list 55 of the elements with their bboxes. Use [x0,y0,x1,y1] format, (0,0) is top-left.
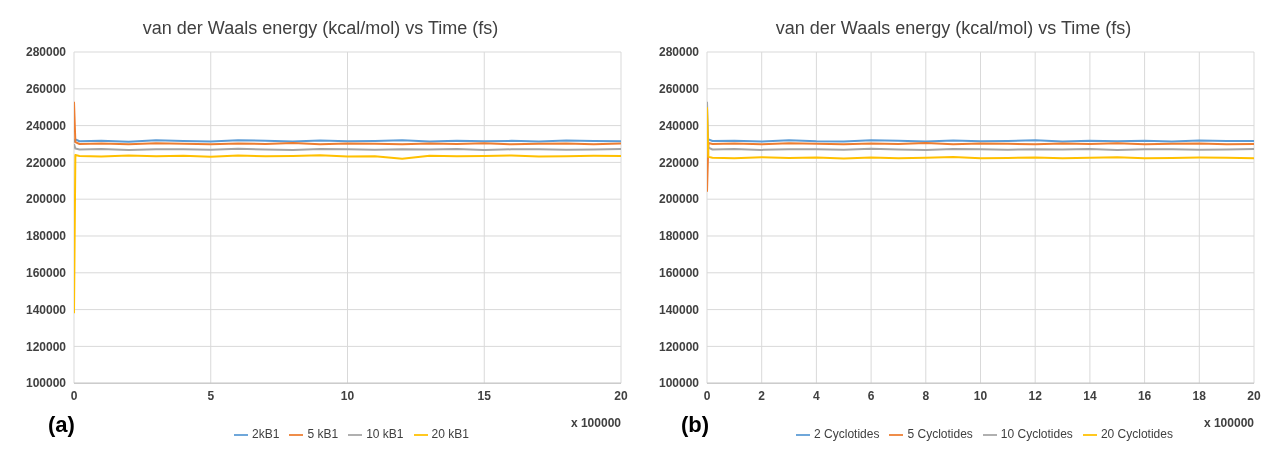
x-tick-label: 15 [477,388,492,403]
line-series [707,100,1254,151]
x-tick-label: 18 [1192,388,1207,403]
y-tick-label: 120000 [25,339,67,354]
y-tick-label: 180000 [658,229,700,244]
legend-label: 2kB1 [252,427,280,442]
x-tick-label: 0 [703,388,711,403]
x-tick-label: 12 [1028,388,1043,403]
legend-label: 2 Cyclotides [814,427,880,442]
x-tick-label: 8 [922,388,930,403]
y-tick-label: 100000 [25,376,67,391]
chart-title: van der Waals energy (kcal/mol) vs Time (fs) [141,17,500,40]
y-tick-label: 240000 [25,118,67,133]
line-series [74,100,621,146]
y-tick-label: 100000 [658,376,700,391]
x-tick-label: 4 [813,388,821,403]
y-tick-label: 280000 [658,45,700,60]
y-tick-label: 260000 [25,82,67,97]
line-series [74,154,621,315]
x-tick-label: 16 [1137,388,1152,403]
x-axis-title: x 100000 [570,416,622,431]
y-tick-label: 180000 [25,229,67,244]
x-tick-label: 6 [867,388,875,403]
legend-label: 5 Cyclotides [907,427,973,442]
x-tick-label: 10 [973,388,988,403]
text: (a) [48,412,75,438]
x-tick-label: 0 [70,388,78,403]
x-tick-label: 5 [207,388,215,403]
x-tick-label: 20 [614,388,628,403]
y-tick-label: 220000 [25,155,67,170]
y-tick-label: 120000 [658,339,700,354]
x-axis-title: x 100000 [1203,416,1255,431]
line-series [707,142,1254,193]
x-tick-label: 14 [1083,388,1097,403]
legend-label: 10 kB1 [366,427,404,442]
y-tick-label: 200000 [25,192,67,207]
legend-label: 20 kB1 [431,427,469,442]
y-tick-label: 140000 [658,302,700,317]
x-tick-label: 2 [758,388,766,403]
y-tick-label: 260000 [658,82,700,97]
legend-label: 10 Cyclotides [1000,427,1073,442]
y-tick-label: 160000 [25,266,67,281]
y-tick-label: 280000 [25,45,67,60]
y-tick-label: 140000 [25,302,67,317]
legend-label: 5 kB1 [307,427,339,442]
y-tick-label: 240000 [658,118,700,133]
chart-title: van der Waals energy (kcal/mol) vs Time (fs) [774,17,1133,40]
x-tick-label: 20 [1247,388,1261,403]
line-series [707,106,1254,160]
y-tick-label: 200000 [658,192,700,207]
text: (b) [681,412,710,438]
y-tick-label: 220000 [658,155,700,170]
x-tick-label: 10 [340,388,355,403]
legend-label: 20 Cyclotides [1100,427,1173,442]
y-tick-label: 160000 [658,266,700,281]
